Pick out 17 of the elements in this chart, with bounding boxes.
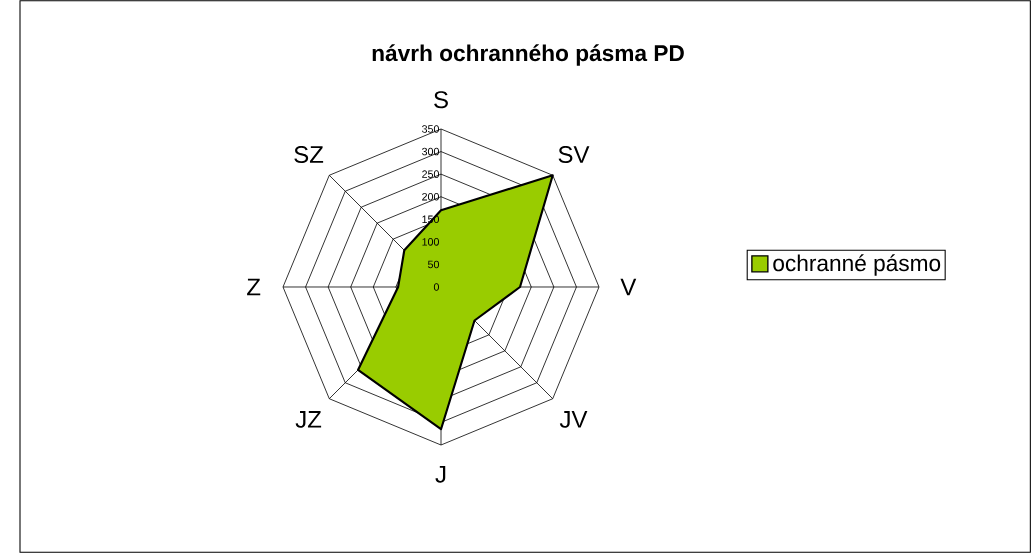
y-tick-label: 0 xyxy=(433,283,439,291)
spoke-label: JV xyxy=(559,411,588,428)
spoke-label: SV xyxy=(558,146,590,164)
y-tick-label: 50 xyxy=(427,260,439,269)
spoke-label: Z xyxy=(247,278,261,296)
spoke-label: SZ xyxy=(294,146,324,164)
y-tick-label: 350 xyxy=(422,125,439,133)
chart-title: návrh ochranného pásma PD xyxy=(372,44,684,66)
spoke-label: S xyxy=(434,91,448,109)
spoke-label: V xyxy=(620,278,637,296)
y-tick-label: 250 xyxy=(422,170,439,178)
y-tick-label: 300 xyxy=(422,147,439,156)
legend-label: ochranné pásmo xyxy=(773,254,941,276)
spoke-label: J xyxy=(435,465,446,483)
y-tick-label: 200 xyxy=(422,192,439,201)
spoke-label: JZ xyxy=(295,411,322,428)
y-tick-label: 100 xyxy=(422,238,439,246)
